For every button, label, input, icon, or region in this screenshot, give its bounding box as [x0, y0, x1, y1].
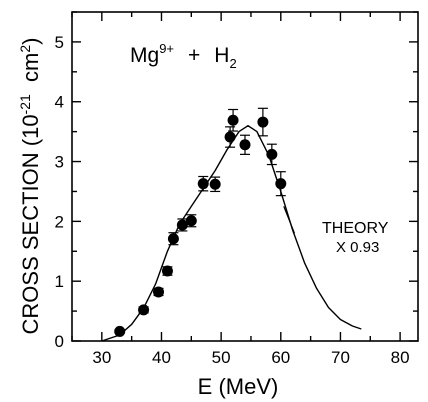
data-point [275, 178, 287, 190]
theory-label: THEORY [322, 220, 389, 237]
y-axis-title-close: ) [18, 38, 43, 45]
theory-curve-group [101, 125, 362, 342]
annotation-target-sub: 2 [229, 56, 236, 71]
data-point [161, 265, 173, 277]
theory-label-leader [283, 206, 296, 234]
axes: 30 40 50 60 70 80 0 1 2 3 4 5 [55, 11, 419, 367]
data-point [224, 131, 236, 143]
reaction-annotation: Mg9+ + H2 [130, 41, 237, 71]
y-axis-title-main: CROSS SECTION (10 [18, 114, 43, 334]
data-point [197, 178, 209, 190]
plot-frame [71, 11, 419, 342]
y-axis-title-unit-text: cm [18, 53, 43, 82]
data-point [185, 215, 197, 227]
data-point [153, 286, 164, 298]
data-points-group [114, 107, 287, 337]
data-point [266, 148, 278, 160]
theory-scale-label: X 0.93 [336, 239, 379, 256]
y-axis-title-unit: cm [18, 53, 43, 95]
y-tick-label: 1 [55, 272, 64, 291]
x-tick-label: 70 [331, 348, 350, 367]
x-tick-label: 80 [391, 348, 410, 367]
y-tick-label: 4 [55, 93, 64, 112]
y-tick-label: 5 [55, 33, 64, 52]
data-point [176, 219, 188, 231]
annotation-base: Mg [130, 44, 159, 67]
data-point [227, 114, 239, 126]
x-axis-title: E (MeV) [198, 374, 279, 399]
y-tick-label: 0 [55, 332, 64, 351]
data-point [138, 304, 150, 316]
data-point [257, 116, 269, 128]
theory-curve [101, 125, 362, 342]
x-tick-label: 60 [271, 348, 290, 367]
y-axis-title-exp: -21 [17, 94, 33, 114]
x-tick-label: 30 [92, 348, 111, 367]
annotation-plus: + [188, 44, 200, 67]
data-point [209, 178, 221, 190]
y-tick-label: 2 [55, 212, 64, 231]
x-tick-label: 50 [212, 348, 231, 367]
data-point [239, 139, 251, 151]
y-axis-title: CROSS SECTION (10-21 cm2) [17, 38, 43, 335]
annotation-target: H [214, 44, 229, 67]
data-point [114, 325, 126, 337]
data-point [167, 233, 179, 245]
y-tick-label: 3 [55, 153, 64, 172]
annotation-charge: 9+ [159, 41, 174, 56]
y-axis-title-unit-exp: 2 [17, 45, 33, 53]
x-tick-label: 40 [152, 348, 171, 367]
